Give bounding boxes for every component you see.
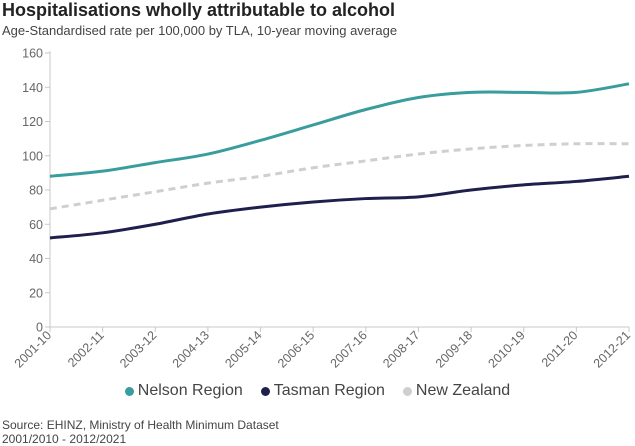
y-tick-label: 0 [36, 321, 43, 335]
series-line-nelson [49, 82, 630, 178]
y-tick-label: 80 [29, 184, 43, 198]
date-range-line: 2001/2010 - 2012/2021 [2, 432, 127, 446]
x-tick-label: 2012-21 [591, 328, 633, 370]
line-chart: 0 20 40 60 80 100 120 140 160 2001-10 2002-11 2003-… [12, 47, 633, 371]
chart-subtitle: Age-Standardised rate per 100,000 by TLA… [2, 23, 398, 38]
x-tick-label: 2007-16 [328, 328, 370, 370]
x-tick-label: 2011-20 [539, 328, 581, 370]
y-tick-label: 160 [22, 47, 43, 61]
series-line-new-zealand [49, 142, 630, 211]
y-tick-label: 40 [29, 252, 43, 266]
y-tick-label: 20 [29, 286, 43, 300]
legend-label-tasman: Tasman Region [273, 382, 385, 399]
source-line: Source: EHINZ, Ministry of Health Minimu… [2, 418, 279, 432]
x-tick-label: 2002-11 [65, 328, 107, 370]
x-tick-label: 2010-19 [486, 328, 528, 370]
x-tick-label: 2005-14 [222, 328, 264, 370]
y-tick-label: 140 [22, 81, 43, 95]
legend-item-nelson[interactable]: Nelson Region [124, 382, 243, 400]
y-tick-label: 120 [22, 115, 43, 129]
chart-title: Hospitalisations wholly attributable to … [2, 0, 396, 20]
legend-item-tasman[interactable]: Tasman Region [260, 382, 385, 400]
y-tick-label: 100 [22, 149, 43, 163]
x-tick-label: 2004-13 [170, 328, 212, 370]
legend: Nelson Region Tasman Region New Zealand [0, 382, 635, 400]
series-line-tasman [49, 174, 630, 240]
legend-marker-new-zealand [402, 386, 412, 396]
legend-label-new-zealand: New Zealand [415, 382, 511, 399]
source-note: Source: EHINZ, Ministry of Health Minimu… [2, 418, 279, 446]
x-tick-label: 2008-17 [380, 328, 422, 370]
legend-marker-tasman [260, 386, 270, 396]
legend-marker-nelson [124, 386, 134, 396]
legend-item-new-zealand[interactable]: New Zealand [402, 382, 511, 400]
legend-label-nelson: Nelson Region [137, 382, 243, 399]
x-tick-label: 2006-15 [275, 328, 317, 370]
x-tick-label: 2003-12 [117, 328, 159, 370]
y-tick-label: 60 [29, 218, 43, 232]
x-tick-label: 2001-10 [12, 328, 54, 370]
x-tick-label: 2009-18 [433, 328, 475, 370]
